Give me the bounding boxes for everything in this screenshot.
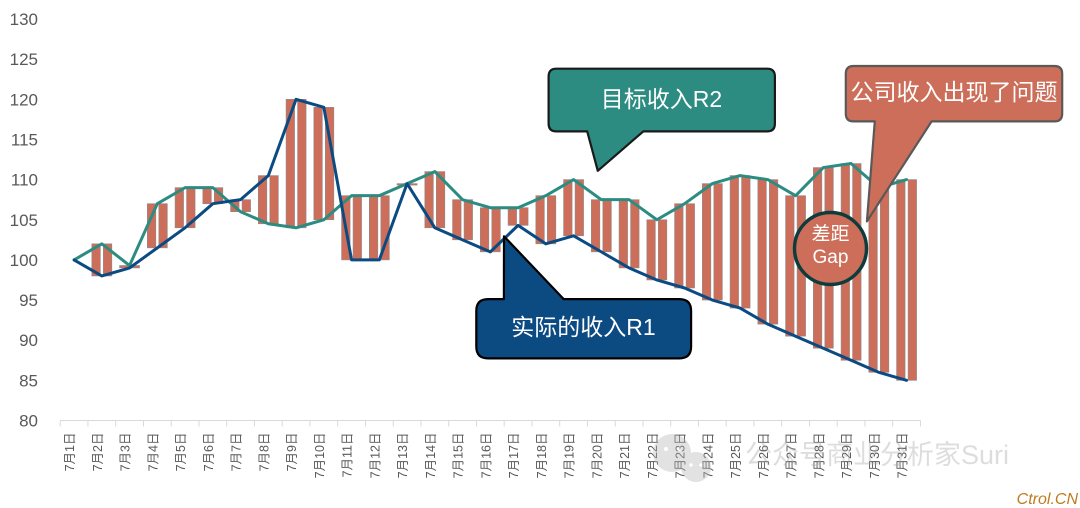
svg-text:120: 120 — [10, 90, 38, 109]
svg-text:7月2日: 7月2日 — [91, 433, 105, 472]
svg-text:7月8日: 7月8日 — [257, 433, 271, 472]
svg-text:公司收入出现了问题: 公司收入出现了问题 — [851, 79, 1058, 105]
svg-text:115: 115 — [11, 130, 38, 149]
svg-text:7月7日: 7月7日 — [230, 433, 244, 472]
svg-text:85: 85 — [19, 371, 38, 390]
svg-text:7月6日: 7月6日 — [202, 433, 216, 472]
svg-text:7月5日: 7月5日 — [174, 433, 188, 472]
svg-text:差距: 差距 — [811, 223, 849, 245]
svg-text:7月15日: 7月15日 — [452, 433, 466, 479]
svg-text:实际的收入R1: 实际的收入R1 — [511, 314, 655, 340]
svg-text:公众号商业分析家Suri: 公众号商业分析家Suri — [745, 440, 1009, 470]
svg-text:7月3日: 7月3日 — [119, 433, 133, 472]
svg-text:7月13日: 7月13日 — [396, 433, 410, 479]
svg-text:7月1日: 7月1日 — [63, 433, 77, 472]
svg-text:125: 125 — [10, 50, 38, 69]
svg-text:100: 100 — [10, 251, 38, 270]
svg-text:7月12日: 7月12日 — [368, 433, 382, 479]
svg-text:90: 90 — [19, 331, 38, 350]
svg-text:Gap: Gap — [813, 247, 849, 268]
svg-text:7月18日: 7月18日 — [535, 433, 549, 479]
svg-text:7月14日: 7月14日 — [424, 433, 438, 479]
svg-text:95: 95 — [19, 291, 38, 310]
svg-text:7月10日: 7月10日 — [313, 433, 327, 479]
svg-text:105: 105 — [10, 211, 38, 230]
svg-text:130: 130 — [10, 10, 38, 29]
svg-text:7月9日: 7月9日 — [285, 433, 299, 472]
svg-text:7月16日: 7月16日 — [479, 433, 493, 479]
svg-text:7月4日: 7月4日 — [146, 433, 160, 472]
svg-text:7月17日: 7月17日 — [507, 433, 521, 479]
svg-text:7月21日: 7月21日 — [618, 433, 632, 479]
svg-text:7月25日: 7月25日 — [729, 433, 743, 479]
svg-text:7月19日: 7月19日 — [563, 433, 577, 479]
svg-text:Ctrol.CN: Ctrol.CN — [1017, 491, 1079, 508]
svg-text:110: 110 — [11, 171, 38, 190]
svg-text:7月20日: 7月20日 — [590, 433, 604, 479]
svg-text:目标收入R2: 目标收入R2 — [601, 86, 722, 112]
svg-text:7月11日: 7月11日 — [341, 433, 355, 478]
svg-text:80: 80 — [19, 412, 38, 431]
